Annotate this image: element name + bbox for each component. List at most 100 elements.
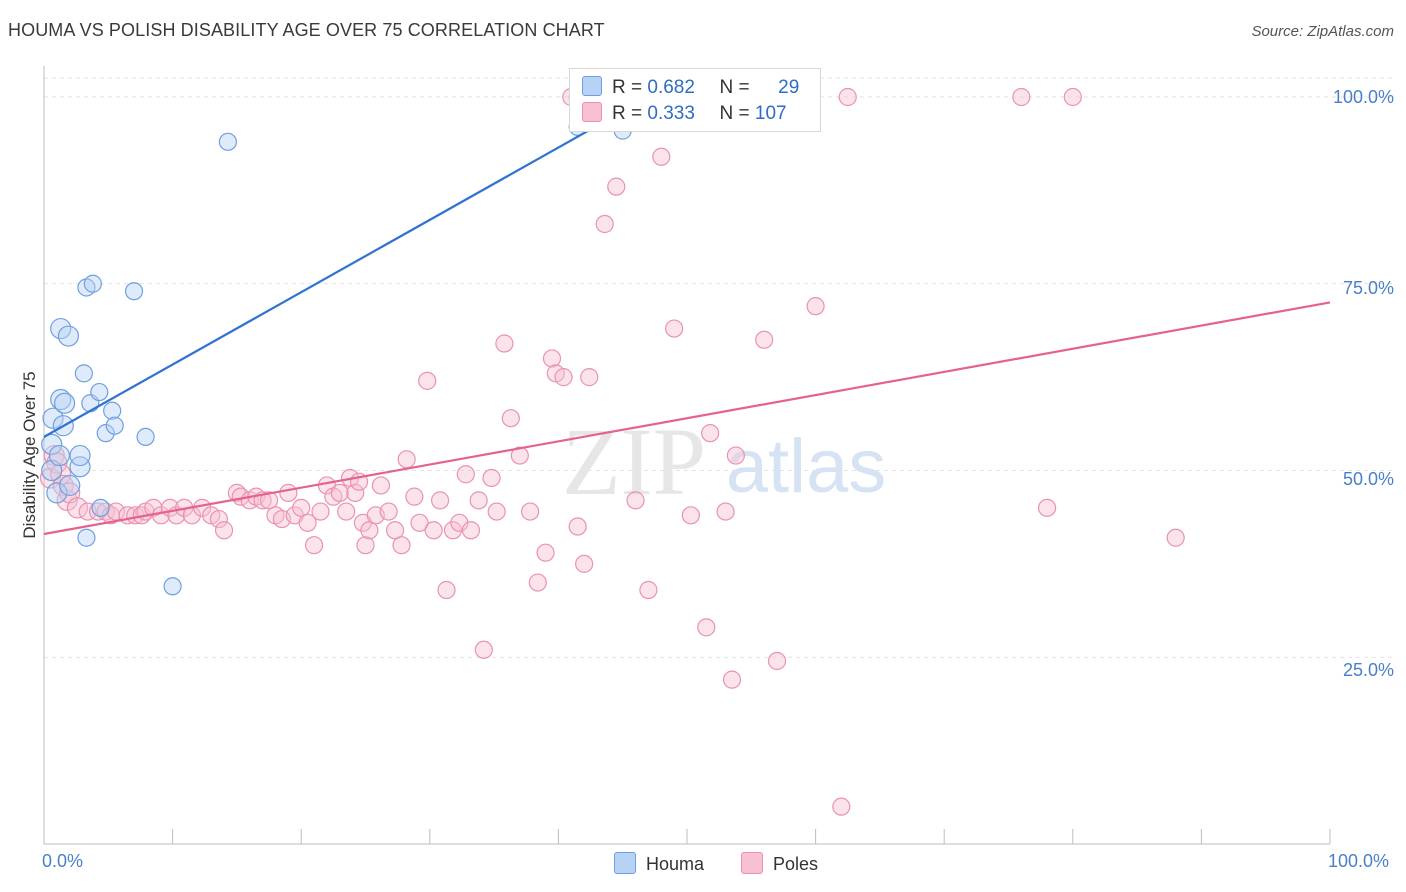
poles-point: [501, 409, 520, 428]
poles-point: [360, 521, 379, 540]
poles-point: [379, 502, 398, 521]
poles-point: [456, 465, 475, 484]
houma-point: [50, 388, 72, 411]
houma-point: [105, 416, 124, 435]
poles-point: [626, 491, 645, 510]
poles-point: [371, 476, 391, 495]
poles-legend-swatch: [741, 852, 763, 874]
poles-point: [1012, 87, 1031, 107]
poles-point: [392, 536, 411, 555]
source-label: Source: ZipAtlas.com: [1251, 23, 1394, 40]
poles-point: [469, 491, 488, 510]
bottom-legend-houma: Houma: [614, 852, 704, 875]
legend-row-houma: R = 0.682 N = 29: [582, 76, 799, 100]
y-tick-50: 50.0%: [1342, 469, 1394, 489]
poles-point: [292, 498, 311, 517]
poles-point: [487, 502, 506, 521]
poles-point: [639, 580, 658, 600]
y-tick-75: 75.0%: [1342, 278, 1394, 298]
poles-point: [510, 446, 529, 465]
poles-point: [542, 349, 562, 368]
poles-point: [410, 513, 429, 532]
stats-legend: R = 0.682 N = 29 R = 0.333 N = 107: [569, 68, 821, 132]
houma-point: [53, 392, 76, 414]
houma-point: [83, 274, 102, 293]
poles-point: [443, 521, 463, 540]
poles-r-label: R =: [612, 103, 643, 124]
houma-point: [124, 282, 144, 301]
poles-point: [536, 543, 555, 562]
poles-point: [665, 319, 684, 338]
poles-point: [397, 450, 416, 469]
houma-n-value: 29: [778, 77, 800, 98]
poles-swatch: [582, 102, 602, 122]
poles-point: [832, 797, 851, 816]
poles-point: [259, 491, 279, 510]
houma-point: [69, 444, 91, 467]
poles-point: [214, 521, 234, 540]
houma-r-value: 0.682: [647, 77, 695, 98]
poles-point: [346, 483, 365, 503]
poles-point: [1037, 498, 1057, 517]
poles-point: [279, 483, 298, 503]
poles-point: [681, 506, 700, 525]
poles-point: [755, 330, 774, 349]
poles-point: [1166, 528, 1185, 547]
houma-r-label: R =: [612, 77, 643, 98]
poles-r-value: 0.333: [647, 103, 695, 124]
poles-point: [495, 334, 514, 353]
poles-point: [838, 87, 857, 107]
x-tick-min: 0.0%: [42, 851, 84, 871]
poles-point: [722, 670, 742, 689]
poles-point: [385, 521, 405, 540]
poles-point: [701, 424, 720, 443]
poles-point: [652, 147, 671, 166]
poles-point: [330, 483, 349, 503]
houma-point: [163, 577, 182, 596]
poles-point: [607, 177, 626, 196]
poles-point: [304, 536, 324, 555]
houma-n-label: N =: [719, 77, 750, 98]
houma-point: [41, 433, 63, 455]
houma-point: [74, 364, 93, 383]
houma-point: [91, 498, 110, 517]
poles-legend-label: Poles: [773, 854, 819, 874]
houma-point: [103, 401, 122, 420]
poles-point: [209, 509, 228, 529]
poles-point: [424, 521, 443, 540]
houma-point: [90, 382, 109, 402]
y-tick-100: 100.0%: [1332, 87, 1394, 107]
poles-point: [528, 573, 547, 592]
poles-trend-line: [43, 301, 1331, 536]
grid-lines: [44, 77, 1392, 658]
poles-point: [311, 502, 330, 521]
poles-point: [356, 536, 375, 555]
houma-point: [48, 444, 71, 467]
trend-lines: [43, 92, 1331, 536]
houma-legend-label: Houma: [646, 854, 705, 874]
poles-point: [697, 618, 716, 637]
poles-point: [767, 651, 787, 671]
poles-point: [726, 446, 745, 465]
y-tick-25: 25.0%: [1342, 660, 1394, 680]
houma-swatch: [582, 76, 602, 96]
houma-point: [218, 132, 237, 151]
poles-point: [554, 368, 573, 387]
poles-point: [595, 214, 614, 234]
poles-point: [580, 368, 599, 387]
houma-point: [50, 317, 72, 340]
watermark-atlas: atlas: [726, 424, 887, 509]
poles-n-value: 107: [754, 103, 787, 124]
poles-point: [521, 502, 540, 521]
houma-legend-swatch: [614, 852, 636, 874]
houma-point: [57, 325, 80, 347]
legend-row-poles: R = 0.333 N = 107: [582, 102, 787, 126]
poles-point: [1063, 87, 1082, 107]
poles-point: [461, 521, 481, 540]
poles-point: [474, 640, 493, 659]
poles-point: [482, 468, 501, 488]
poles-point: [66, 497, 89, 519]
poles-point: [418, 371, 437, 390]
poles-point: [716, 502, 735, 521]
houma-trend-line: [43, 92, 656, 438]
